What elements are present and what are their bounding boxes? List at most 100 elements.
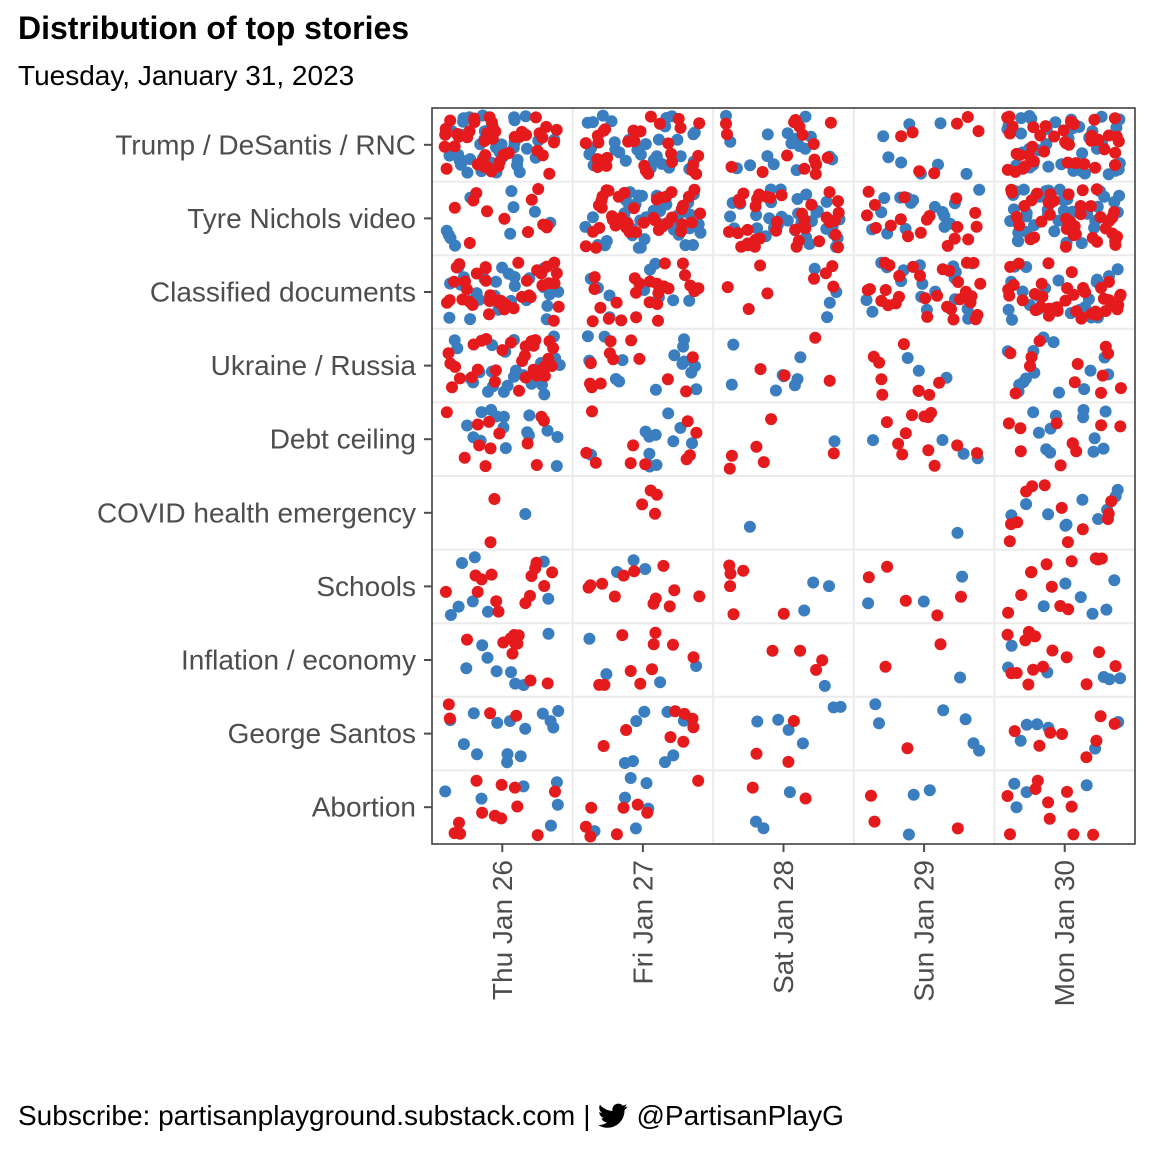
data-point — [689, 360, 701, 373]
data-point — [756, 166, 769, 178]
data-point — [823, 186, 836, 199]
data-point — [483, 415, 495, 428]
data-point — [922, 444, 935, 457]
data-point — [757, 456, 770, 469]
data-point — [893, 270, 906, 282]
data-point — [1108, 574, 1121, 587]
data-point — [796, 737, 809, 750]
data-point — [453, 816, 465, 829]
data-point — [1076, 523, 1089, 536]
data-point — [676, 218, 689, 231]
data-point — [1092, 513, 1105, 525]
data-point — [627, 554, 640, 567]
data-point — [646, 663, 658, 676]
data-point — [615, 314, 628, 327]
data-point — [461, 131, 474, 144]
data-point — [1002, 303, 1015, 316]
data-point — [639, 138, 652, 151]
data-point — [550, 123, 563, 136]
data-point — [681, 415, 694, 428]
data-point — [600, 668, 613, 681]
data-point — [1002, 417, 1015, 430]
data-point — [937, 704, 950, 717]
data-point — [581, 330, 594, 343]
data-point — [649, 592, 662, 605]
data-point — [1109, 159, 1121, 171]
data-point — [507, 201, 520, 214]
y-tick-label: Schools — [316, 571, 416, 602]
data-point — [754, 363, 767, 376]
data-point — [1010, 210, 1023, 223]
data-point — [1020, 498, 1033, 511]
data-point — [588, 283, 601, 295]
data-point — [1062, 188, 1075, 201]
data-point — [547, 136, 560, 149]
data-point — [627, 124, 640, 137]
data-point — [895, 156, 908, 169]
data-point — [496, 261, 509, 274]
data-point — [1078, 167, 1091, 180]
data-point — [1027, 663, 1040, 676]
data-point — [1067, 828, 1080, 841]
data-point — [492, 605, 505, 618]
y-tick-label: Abortion — [312, 792, 416, 823]
data-point — [791, 193, 804, 205]
data-point — [823, 216, 836, 229]
data-point — [898, 191, 911, 204]
data-point — [1042, 257, 1055, 270]
data-point — [796, 128, 809, 141]
data-point — [666, 156, 678, 168]
data-point — [818, 679, 831, 692]
data-point — [540, 120, 553, 133]
data-point — [442, 698, 455, 711]
data-point — [1017, 183, 1030, 196]
twitter-bird-icon — [598, 1103, 628, 1128]
data-point — [1002, 283, 1015, 296]
y-tick-label: Tyre Nichols video — [187, 203, 416, 234]
data-point — [639, 563, 652, 575]
data-point — [1070, 445, 1083, 458]
data-point — [613, 146, 626, 159]
data-point — [492, 160, 505, 173]
y-tick-label: Trump / DeSantis / RNC — [115, 129, 416, 160]
data-point — [1034, 300, 1047, 313]
data-point — [1046, 644, 1059, 657]
data-point — [1001, 111, 1014, 124]
data-point — [547, 721, 560, 734]
data-point — [682, 190, 695, 203]
data-point — [627, 755, 639, 768]
data-point — [951, 439, 964, 452]
data-point — [1016, 285, 1029, 298]
data-point — [531, 144, 544, 157]
data-point — [476, 806, 489, 819]
data-point — [617, 801, 630, 814]
data-point — [1005, 639, 1018, 652]
data-point — [497, 385, 510, 398]
data-point — [750, 440, 763, 453]
data-point — [1086, 231, 1099, 244]
data-point — [612, 190, 625, 203]
data-point — [440, 406, 453, 419]
data-point — [1111, 263, 1124, 276]
data-point — [1114, 420, 1127, 433]
data-point — [538, 360, 551, 373]
data-point — [1043, 812, 1056, 825]
data-point — [869, 221, 882, 234]
data-point — [861, 209, 873, 222]
data-point — [770, 224, 783, 237]
data-point — [928, 167, 941, 180]
data-point — [1080, 779, 1093, 792]
data-point — [969, 206, 982, 219]
data-point — [1101, 513, 1114, 525]
data-point — [662, 407, 675, 420]
data-point — [1061, 785, 1073, 798]
data-point — [1006, 313, 1018, 326]
data-point — [894, 213, 907, 226]
data-point — [1092, 133, 1105, 146]
data-point — [630, 286, 642, 299]
data-point — [873, 356, 886, 369]
data-point — [901, 352, 914, 364]
data-point — [637, 216, 650, 229]
data-point — [640, 777, 653, 790]
